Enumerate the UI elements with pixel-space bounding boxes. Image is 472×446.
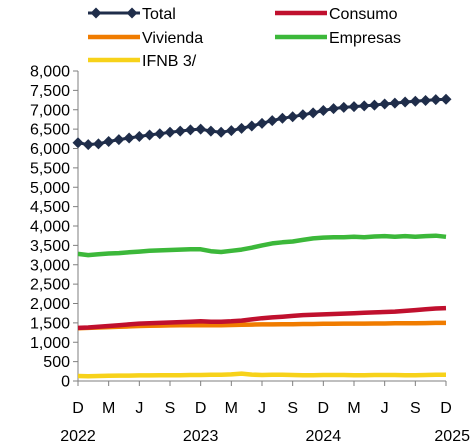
data-point-total bbox=[328, 103, 340, 115]
data-point-total bbox=[420, 94, 432, 106]
x-tick-label: M bbox=[102, 400, 115, 417]
data-point-total bbox=[399, 96, 411, 108]
legend-label-consumo: Consumo bbox=[329, 6, 398, 23]
data-point-total bbox=[389, 97, 401, 109]
y-tick-label: 3,500 bbox=[30, 238, 70, 255]
x-tick-label: J bbox=[135, 400, 143, 417]
data-point-total bbox=[338, 101, 350, 113]
legend-marker-icon bbox=[126, 7, 138, 19]
data-point-total bbox=[164, 126, 176, 138]
x-year-label: 2024 bbox=[306, 428, 342, 445]
y-tick-label: 0 bbox=[61, 374, 70, 391]
data-point-total bbox=[215, 126, 227, 138]
y-axis: 0 500 1,000 1,500 2,000 2,500 3,000 3,500 4,000 4… bbox=[30, 64, 79, 391]
series-line-consumo bbox=[77, 305, 447, 331]
y-tick-label: 2,000 bbox=[30, 296, 70, 313]
x-tick-label: D bbox=[195, 400, 207, 417]
y-tick-label: 500 bbox=[43, 354, 70, 371]
data-point-total bbox=[348, 101, 360, 113]
data-point-total bbox=[195, 123, 207, 135]
data-point-total bbox=[440, 93, 452, 105]
data-point-total bbox=[82, 139, 94, 151]
series-line-ifnb-3 bbox=[77, 371, 446, 379]
y-tick-label: 6,500 bbox=[30, 122, 70, 139]
x-tick-label: S bbox=[165, 400, 176, 417]
legend-label-empresas: Empresas bbox=[329, 30, 401, 47]
data-point-total bbox=[307, 107, 319, 119]
x-year-label: 2022 bbox=[60, 428, 96, 445]
x-tick-label: S bbox=[410, 400, 421, 417]
y-tick-label: 1,500 bbox=[30, 315, 70, 332]
data-point-total bbox=[256, 117, 268, 129]
y-tick-label: 5,000 bbox=[30, 180, 70, 197]
y-tick-label: 5,500 bbox=[30, 160, 70, 177]
data-point-total bbox=[133, 130, 145, 142]
data-point-total bbox=[379, 98, 391, 110]
data-point-total bbox=[236, 122, 248, 134]
series-line-vivienda bbox=[77, 320, 446, 331]
data-point-total bbox=[184, 124, 196, 136]
data-point-total bbox=[113, 134, 125, 146]
data-point-total bbox=[123, 132, 135, 144]
data-point-total bbox=[297, 109, 309, 121]
x-year-label: 2023 bbox=[183, 428, 219, 445]
data-point-total bbox=[430, 94, 442, 106]
data-point-total bbox=[266, 115, 278, 127]
y-tick-label: 7,000 bbox=[30, 102, 70, 119]
data-point-total bbox=[103, 136, 115, 148]
y-tick-label: 4,000 bbox=[30, 219, 70, 236]
data-point-total bbox=[225, 125, 237, 137]
data-point-total bbox=[287, 111, 299, 123]
x-year-label: 2025 bbox=[434, 428, 470, 445]
x-tick-label: D bbox=[72, 400, 84, 417]
x-tick-label: D bbox=[440, 400, 452, 417]
x-tick-label: S bbox=[287, 400, 298, 417]
data-point-total bbox=[358, 100, 370, 112]
y-tick-label: 4,500 bbox=[30, 199, 70, 216]
legend-label-ifnb-3: IFNB 3/ bbox=[142, 53, 197, 70]
y-tick-label: 6,000 bbox=[30, 141, 70, 158]
legend-label-total: Total bbox=[142, 6, 176, 23]
x-tick-label: J bbox=[381, 400, 389, 417]
x-tick-label: J bbox=[258, 400, 266, 417]
data-point-total bbox=[154, 128, 166, 140]
legend: Total Consumo Vivienda Empresas IFNB 3/ bbox=[88, 6, 401, 70]
data-point-total bbox=[92, 138, 104, 150]
data-point-total bbox=[205, 125, 217, 137]
x-tick-label: D bbox=[318, 400, 330, 417]
data-point-total bbox=[276, 112, 288, 124]
data-point-total bbox=[246, 120, 258, 132]
legend-marker-icon bbox=[90, 7, 102, 19]
x-tick-label: M bbox=[225, 400, 238, 417]
series-group bbox=[72, 93, 452, 379]
data-point-total bbox=[317, 105, 329, 117]
data-point-total bbox=[72, 137, 84, 149]
y-tick-label: 1,000 bbox=[30, 335, 70, 352]
y-tick-label: 2,500 bbox=[30, 277, 70, 294]
x-tick-label: M bbox=[347, 400, 360, 417]
legend-label-vivienda: Vivienda bbox=[142, 30, 203, 47]
data-point-total bbox=[368, 99, 380, 111]
y-tick-label: 3,000 bbox=[30, 257, 70, 274]
data-point-total bbox=[144, 129, 156, 141]
data-point-total bbox=[174, 125, 186, 137]
y-tick-label: 7,500 bbox=[30, 83, 70, 100]
data-point-total bbox=[409, 95, 421, 107]
y-tick-label: 8,000 bbox=[30, 64, 70, 81]
series-line-empresas bbox=[77, 233, 447, 258]
